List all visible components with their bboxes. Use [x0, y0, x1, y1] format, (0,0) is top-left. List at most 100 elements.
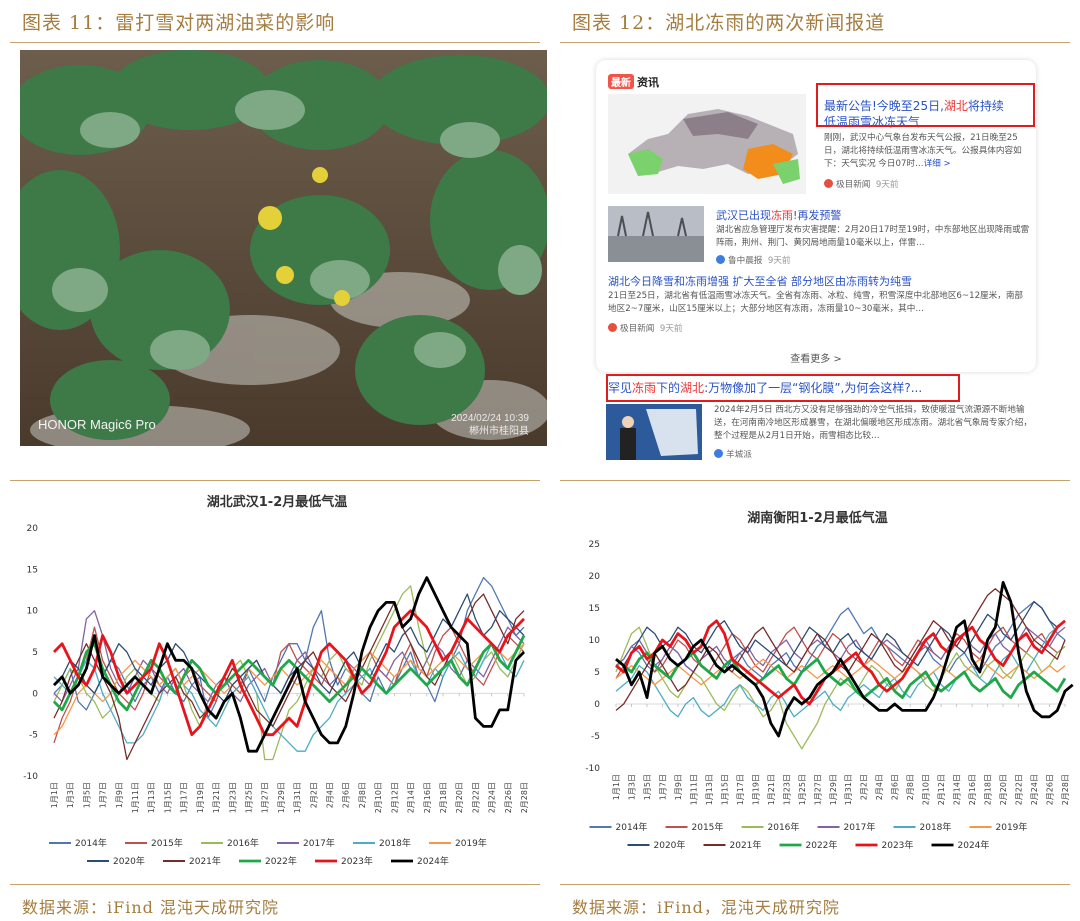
- x-tick-label: 2月22日: [471, 782, 480, 813]
- x-tick-label: 2月14日: [953, 774, 962, 805]
- item1-body-text: 刚刚，武汉中心气象台发布天气公报，21日晚至25日，湖北将持续低温雨雪冰冻天气。…: [824, 133, 1022, 169]
- legend-label: 2021年: [730, 839, 762, 851]
- x-tick-label: 1月5日: [82, 782, 91, 808]
- series-line-2022年: [615, 651, 1067, 699]
- legend-label: 2020年: [113, 855, 145, 867]
- news-item-3-source[interactable]: 极目新闻 9天前: [608, 322, 683, 334]
- item1-source-name: 极目新闻: [836, 180, 871, 190]
- news-item-4-title[interactable]: 罕见冻雨下的湖北:万物像加了一层“钢化膜”,为何会这样?...: [608, 380, 922, 396]
- highlight-box-item-1: [816, 83, 1035, 127]
- legend-label: 2023年: [882, 839, 914, 851]
- y-tick-label: -5: [29, 731, 38, 741]
- title-rule-left: [10, 42, 540, 43]
- x-tick-label: 2月8日: [358, 782, 367, 808]
- news-item-3-title[interactable]: 湖北今日降雪和冻雨增强 扩大至全省 部分地区由冻雨转为纯雪: [608, 275, 912, 288]
- x-tick-label: 2月20日: [999, 774, 1008, 805]
- x-tick-label: 1月13日: [705, 774, 714, 805]
- legend-label: 2016年: [768, 821, 800, 833]
- x-tick-label: 1月19日: [751, 774, 760, 805]
- y-tick-label: 15: [589, 604, 600, 614]
- x-tick-label: 2月12日: [390, 782, 399, 813]
- y-tick-label: 5: [594, 668, 600, 678]
- y-tick-label: -10: [23, 772, 38, 782]
- x-tick-label: 2月26日: [1046, 774, 1055, 805]
- series-line-2021年: [53, 593, 525, 761]
- news-item-2-source[interactable]: 鲁中晨报 9天前: [716, 254, 791, 266]
- x-tick-label: 2月28日: [520, 782, 529, 813]
- x-tick-label: 1月1日: [612, 774, 621, 800]
- x-tick-label: 1月11日: [131, 782, 140, 813]
- hengyang-min-temp-chart: 湖南衡阳1-2月最低气温 -10 -5 0 5 10 15 20 25 1月1日 1月3日 1月5日 1…: [585, 510, 1074, 851]
- legend-label: 2017年: [303, 837, 335, 849]
- photo-location-text: 郴州市桂阳县: [469, 426, 529, 437]
- news-item-1-source[interactable]: 极目新闻 9天前: [824, 178, 899, 190]
- x-tick-label: 2月4日: [326, 782, 335, 808]
- chart-title: 湖北武汉1-2月最低气温: [207, 494, 348, 510]
- item1-title-part-a: 最新公告!今晚至25日,: [824, 99, 944, 113]
- item4-title-b: 下的: [656, 381, 681, 395]
- legend-label: 2024年: [417, 855, 449, 867]
- y-tick-label: 0: [594, 700, 600, 710]
- item4-title-red-1: 冻雨: [632, 381, 657, 395]
- news-item-4-source[interactable]: 羊城派: [714, 448, 752, 460]
- legend-label: 2014年: [75, 837, 107, 849]
- x-tick-label: 1月27日: [261, 782, 270, 813]
- news-item-2-title[interactable]: 武汉已出现冻雨!再发预警: [716, 208, 841, 224]
- item4-source-name: 羊城派: [726, 450, 752, 460]
- x-tick-label: 1月1日: [50, 782, 59, 808]
- legend-label: 2022年: [265, 855, 297, 867]
- footer-rule-left: [10, 884, 540, 885]
- item2-source-name: 鲁中晨报: [728, 256, 763, 266]
- x-tick-label: 2月18日: [984, 774, 993, 805]
- legend-label: 2016年: [227, 837, 259, 849]
- item1-more-link[interactable]: 详细 >: [923, 159, 951, 169]
- legend-label: 2018年: [920, 821, 952, 833]
- photo-time-text: 2024/02/24 10:39: [451, 413, 529, 424]
- y-tick-label: 15: [27, 565, 38, 575]
- chart-title: 湖南衡阳1-2月最低气温: [747, 510, 888, 526]
- see-more-link[interactable]: 查看更多 >: [790, 354, 842, 365]
- series-line-2024年: [615, 581, 1074, 738]
- x-tick-label: 1月9日: [115, 782, 124, 808]
- x-tick-label: 1月17日: [736, 774, 745, 805]
- x-tick-label: 2月10日: [374, 782, 383, 813]
- series-line-2016年: [53, 585, 525, 761]
- figure-12-title: 图表 12：湖北冻雨的两次新闻报道: [572, 12, 886, 34]
- news-item-1-title[interactable]: 最新公告!今晚至25日,湖北将持续 低温雨雪冰冻天气: [824, 98, 1004, 130]
- x-tick-label: 1月15日: [720, 774, 729, 805]
- x-tick-label: 2月10日: [922, 774, 931, 805]
- item2-time: 9天前: [767, 256, 791, 266]
- x-tick-label: 1月29日: [829, 774, 838, 805]
- title-rule-right: [560, 42, 1070, 43]
- wuhan-freezing-rain-photo[interactable]: [608, 206, 704, 262]
- x-tick-label: 1月21日: [767, 774, 776, 805]
- right-source-note: 数据来源：iFind，混沌天成研究院: [572, 898, 840, 917]
- legend-label: 2015年: [692, 821, 724, 833]
- legend-label: 2020年: [654, 839, 686, 851]
- news-video-thumbnail[interactable]: [606, 404, 702, 460]
- news-header: 最新 资讯: [608, 74, 659, 90]
- x-tick-label: 1月25日: [798, 774, 807, 805]
- y-tick-label: 10: [27, 607, 39, 617]
- y-tick-label: 5: [32, 648, 38, 658]
- y-tick-label: -10: [585, 764, 600, 774]
- legend-label: 2018年: [379, 837, 411, 849]
- item3-source-name: 极目新闻: [620, 324, 655, 334]
- x-tick-label: 1月29日: [277, 782, 286, 813]
- footer-rule-right: [560, 884, 1070, 885]
- x-tick-label: 1月7日: [99, 782, 108, 808]
- x-tick-label: 2月6日: [891, 774, 900, 800]
- legend-label: 2019年: [455, 837, 487, 849]
- left-source-note: 数据来源：iFind 混沌天成研究院: [22, 898, 279, 917]
- hubei-weather-map[interactable]: [608, 94, 806, 194]
- x-tick-label: 1月3日: [627, 774, 636, 800]
- series-line-2024年: [52, 576, 526, 753]
- x-tick-label: 1月3日: [66, 782, 75, 808]
- item1-time: 9天前: [875, 180, 899, 190]
- source-logo-icon: [716, 255, 725, 264]
- hengyang-chart: 湖南衡阳1-2月最低气温 -10 -5 0 5 10 15 20 25 1月1日 1月3日 1月5日 1…: [560, 498, 1075, 866]
- news-header-label: 资讯: [637, 76, 659, 89]
- source-logo-icon: [608, 323, 617, 332]
- section-rule-right: [560, 480, 1070, 481]
- news-item-2-body: 湖北省应急管理厅发布灾害提醒：2月20日17时至19时，中东部地区出现降雨或雷阵…: [716, 225, 1030, 248]
